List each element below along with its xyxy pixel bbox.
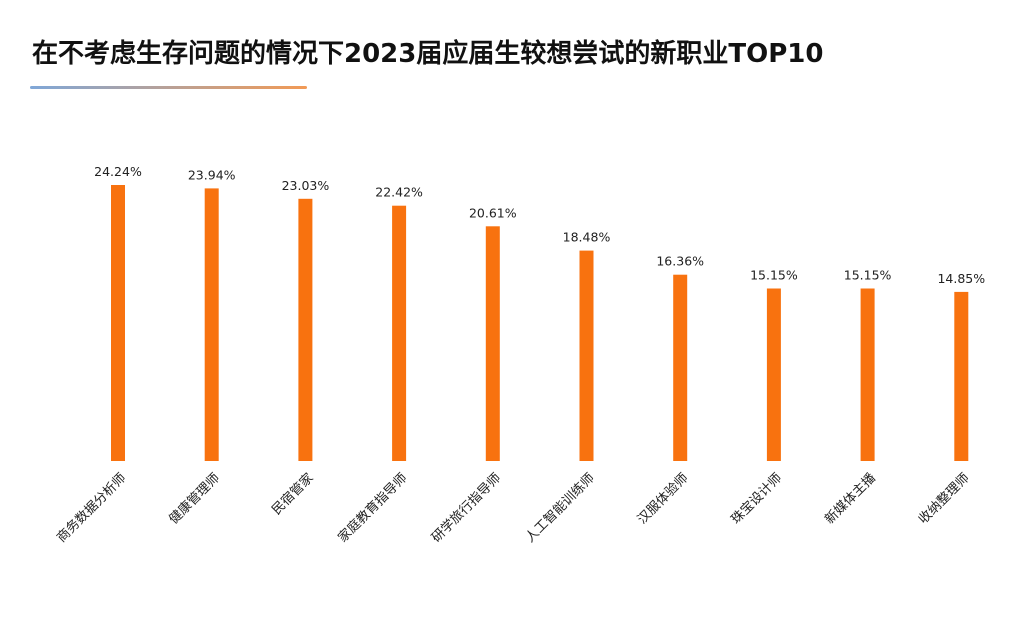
category-label-2: 健康管理师	[166, 470, 223, 527]
bar-6	[579, 250, 594, 461]
data-label-10: 14.85%	[937, 271, 985, 286]
bar-7	[673, 274, 688, 461]
category-label-6: 人工智能训练师	[523, 471, 598, 546]
category-label-3: 民宿管家	[269, 470, 317, 518]
bar-4	[392, 205, 407, 461]
category-label-4: 家庭教育指导师	[335, 470, 411, 546]
bar-5	[485, 226, 500, 461]
bar-3	[298, 198, 313, 462]
data-label-3: 23.03%	[282, 178, 330, 193]
category-label-8: 珠宝设计师	[729, 471, 786, 528]
data-label-5: 20.61%	[469, 205, 517, 220]
data-label-9: 15.15%	[844, 268, 892, 283]
chart-title: 在不考虑生存问题的情况下2023届应届生较想尝试的新职业TOP10	[32, 39, 824, 69]
data-label-1: 24.24%	[94, 164, 142, 179]
category-label-10: 收纳整理师	[916, 471, 973, 528]
data-label-7: 16.36%	[656, 254, 704, 269]
data-label-4: 22.42%	[375, 185, 423, 200]
bar-2	[204, 188, 219, 461]
data-label-8: 15.15%	[750, 268, 798, 283]
bar-9	[860, 288, 875, 461]
category-label-5: 研学旅行指导师	[428, 470, 504, 546]
bar-8	[766, 288, 781, 461]
data-label-2: 23.94%	[188, 167, 236, 182]
category-label-9: 新媒体主播	[822, 470, 879, 527]
bar-1	[111, 185, 125, 461]
title-underline	[30, 86, 307, 89]
category-label-1: 商务数据分析师	[54, 470, 130, 546]
category-label-7: 汉服体验师	[634, 470, 691, 527]
bar-10	[954, 291, 969, 461]
data-label-6: 18.48%	[563, 230, 611, 245]
